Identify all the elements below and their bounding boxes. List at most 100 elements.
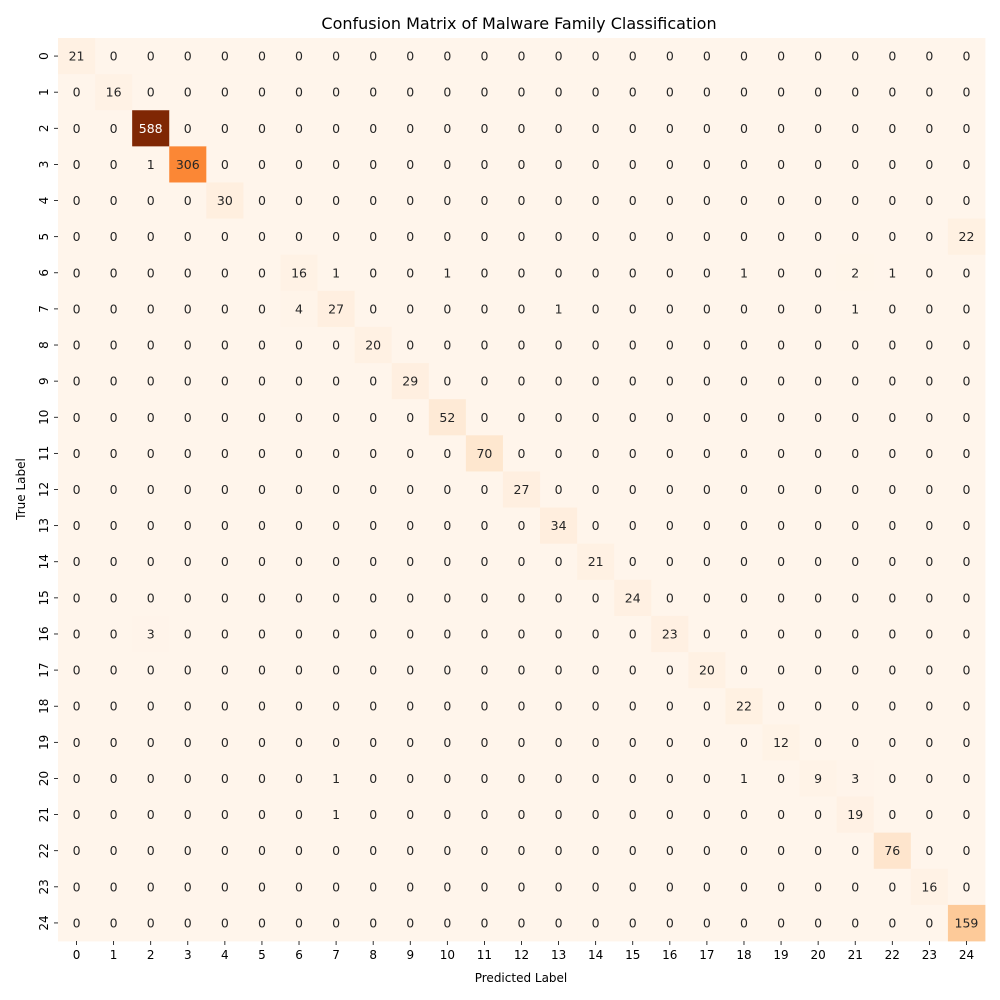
- cell-value-22-17: 0: [703, 843, 711, 858]
- cell-value-15-0: 0: [73, 590, 81, 605]
- cell-value-13-13: 34: [551, 518, 567, 533]
- heatmap-cell-7-10: [428, 290, 467, 328]
- cell-value-18-13: 0: [555, 699, 563, 714]
- cell-value-5-9: 0: [406, 229, 414, 244]
- cell-value-20-19: 0: [777, 771, 785, 786]
- cell-value-21-19: 0: [777, 807, 785, 822]
- cell-value-12-0: 0: [73, 482, 81, 497]
- cell-value-3-1: 0: [110, 157, 118, 172]
- heatmap-cell-6-10: [428, 254, 467, 292]
- cell-value-5-24: 22: [959, 229, 975, 244]
- heatmap-cell-20-16: [651, 760, 689, 797]
- cell-value-11-8: 0: [369, 446, 377, 461]
- heatmap-cell-23-23: [910, 868, 949, 906]
- heatmap-cell-2-22: [873, 110, 912, 147]
- x-tick-label-20: 20: [810, 948, 825, 962]
- heatmap-cell-17-13: [540, 652, 578, 689]
- heatmap-cell-15-19: [762, 579, 800, 617]
- cell-value-5-17: 0: [703, 229, 711, 244]
- cell-value-17-8: 0: [369, 663, 377, 678]
- heatmap-cell-16-21: [836, 615, 875, 653]
- cell-value-18-23: 0: [925, 699, 933, 714]
- heatmap-cell-3-7: [317, 146, 356, 183]
- cell-value-15-24: 0: [962, 590, 970, 605]
- heatmap-cell-0-22: [873, 38, 912, 75]
- x-tick-label-4: 4: [221, 948, 229, 962]
- cell-value-24-19: 0: [777, 915, 785, 930]
- cell-value-1-11: 0: [480, 85, 488, 100]
- cell-value-4-10: 0: [443, 193, 451, 208]
- heatmap-cell-13-17: [688, 507, 726, 545]
- heatmap-cell-4-7: [317, 182, 356, 219]
- heatmap-cell-16-15: [614, 615, 652, 653]
- heatmap-cell-12-3: [169, 471, 207, 508]
- y-tick-label-22: 22: [37, 843, 51, 858]
- cell-value-16-13: 0: [555, 626, 563, 641]
- heatmap-cell-21-16: [651, 796, 689, 834]
- cell-value-23-21: 0: [851, 879, 859, 894]
- heatmap-cell-17-3: [169, 652, 207, 689]
- heatmap-cell-21-12: [502, 796, 541, 834]
- y-tick-label-11: 11: [37, 446, 51, 461]
- cell-value-13-10: 0: [443, 518, 451, 533]
- heatmap-cell-23-16: [651, 868, 689, 906]
- heatmap-cell-4-3: [169, 182, 207, 219]
- cell-value-13-12: 0: [518, 518, 526, 533]
- cell-value-24-4: 0: [221, 915, 229, 930]
- heatmap-cell-9-1: [95, 363, 133, 400]
- cell-value-6-6: 16: [291, 265, 307, 280]
- heatmap-cell-6-18: [725, 254, 763, 292]
- heatmap-cell-8-20: [799, 326, 838, 364]
- cell-value-4-4: 30: [217, 193, 233, 208]
- heatmap-cell-5-3: [169, 218, 207, 256]
- heatmap-cell-7-20: [799, 290, 838, 328]
- cell-value-1-13: 0: [555, 85, 563, 100]
- heatmap-cell-1-20: [799, 74, 838, 111]
- cell-value-7-20: 0: [814, 301, 822, 316]
- y-tick-label-17: 17: [37, 662, 51, 677]
- cell-value-1-10: 0: [443, 85, 451, 100]
- cell-value-5-23: 0: [925, 229, 933, 244]
- heatmap-cell-6-6: [280, 254, 318, 292]
- cell-value-6-22: 1: [888, 265, 896, 280]
- cell-value-2-22: 0: [888, 121, 896, 136]
- cell-value-2-8: 0: [369, 121, 377, 136]
- heatmap-cell-15-11: [465, 579, 504, 617]
- cell-value-0-12: 0: [518, 49, 526, 64]
- cell-value-24-18: 0: [740, 915, 748, 930]
- cell-value-3-22: 0: [888, 157, 896, 172]
- cell-value-8-0: 0: [73, 338, 81, 353]
- heatmap-cell-16-11: [465, 615, 504, 653]
- cell-value-18-0: 0: [73, 699, 81, 714]
- heatmap-cell-1-0: [58, 74, 96, 111]
- cell-value-11-17: 0: [703, 446, 711, 461]
- heatmap-cell-19-19: [762, 724, 800, 761]
- heatmap-cell-10-18: [725, 399, 763, 436]
- cell-value-17-23: 0: [925, 663, 933, 678]
- cell-value-6-7: 1: [332, 265, 340, 280]
- cell-value-2-14: 0: [592, 121, 600, 136]
- heatmap-cell-20-0: [58, 760, 96, 797]
- cell-value-20-9: 0: [406, 771, 414, 786]
- heatmap-cell-2-2: [132, 110, 170, 147]
- cell-value-7-12: 0: [518, 301, 526, 316]
- heatmap-cell-9-23: [910, 363, 949, 400]
- cell-value-19-7: 0: [332, 735, 340, 750]
- cell-value-3-9: 0: [406, 157, 414, 172]
- heatmap-cell-16-6: [280, 615, 318, 653]
- heatmap-cell-13-6: [280, 507, 318, 545]
- cell-value-18-18: 22: [736, 699, 752, 714]
- heatmap-cell-2-4: [206, 110, 244, 147]
- cell-value-5-22: 0: [888, 229, 896, 244]
- heatmap-cell-21-23: [910, 796, 949, 834]
- heatmap-cell-17-5: [243, 652, 281, 689]
- heatmap-cell-6-7: [317, 254, 356, 292]
- cell-value-21-15: 0: [629, 807, 637, 822]
- heatmap-cell-18-23: [910, 688, 949, 725]
- cell-value-13-2: 0: [147, 518, 155, 533]
- cell-value-21-9: 0: [406, 807, 414, 822]
- heatmap-cell-12-18: [725, 471, 763, 508]
- cell-value-13-23: 0: [925, 518, 933, 533]
- cell-value-23-16: 0: [666, 879, 674, 894]
- heatmap-cell-6-15: [614, 254, 652, 292]
